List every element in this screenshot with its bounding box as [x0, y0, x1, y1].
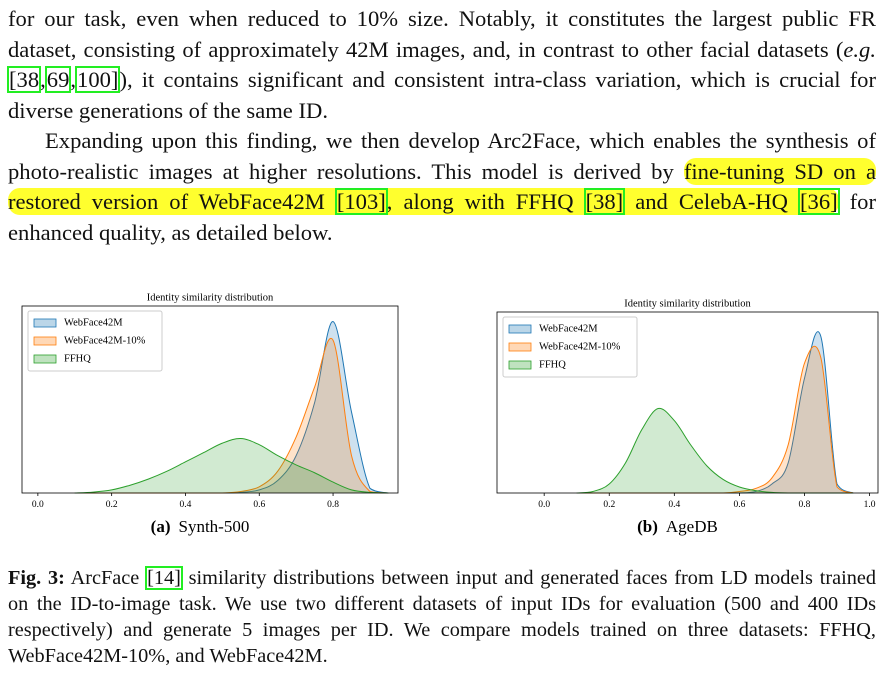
x-tick-label: 0.4	[180, 500, 192, 510]
legend-label: FFHQ	[64, 353, 91, 364]
subcaption-label: (a)	[151, 517, 171, 536]
density-area	[74, 338, 389, 493]
legend-box	[27, 310, 163, 372]
text-run: and CelebA-HQ	[624, 189, 799, 214]
emphasis: e.g.	[843, 36, 876, 62]
x-tick-label: 0.8	[799, 500, 811, 510]
citation: [103]	[334, 188, 388, 215]
subcaption-label: (b)	[637, 517, 658, 536]
chart: Identity similarity distribution 0.0 0.2 0.…	[496, 298, 879, 536]
density-area	[74, 321, 389, 493]
legend-label: FFHQ	[539, 359, 566, 370]
text-run: ), it contains significant and consisten…	[8, 67, 876, 123]
plot-frame	[496, 311, 879, 494]
density-area	[74, 438, 389, 493]
paragraph: Expanding upon this finding, we then dev…	[8, 126, 876, 248]
legend-label: WebFace42M	[539, 323, 598, 334]
legend-swatch	[33, 318, 57, 328]
text-run: for our task, even when reduced to 10% s…	[8, 6, 876, 62]
x-tick-label: 0.8	[327, 500, 339, 510]
chart: Identity similarity distribution 0.0 0.2 0.…	[21, 292, 399, 536]
legend-swatch	[33, 336, 57, 346]
plot-frame	[21, 305, 399, 494]
chart-title: Identity similarity distribution	[147, 292, 274, 303]
text-run: fine-tuning SD on a restored version of …	[8, 158, 876, 215]
x-tick-label: 0.2	[603, 500, 615, 510]
density-area	[576, 346, 854, 493]
legend-label: WebFace42M-10%	[64, 335, 146, 346]
legend-box	[502, 316, 638, 378]
text-run: Expanding upon this finding, we then dev…	[8, 128, 876, 184]
subcaption-text: Synth-500	[178, 517, 249, 536]
x-tick-label: 0.0	[32, 500, 44, 510]
legend-swatch	[508, 324, 532, 334]
x-tick-label: 0.0	[538, 500, 550, 510]
x-tick-label: 0.6	[253, 500, 265, 510]
legend-label: WebFace42M	[64, 317, 123, 328]
subcaption: (a) Synth-500	[151, 517, 250, 536]
legend-swatch	[33, 354, 57, 364]
body-text: for our task, even when reduced to 10% s…	[6, 4, 876, 248]
subcaption: (b) AgeDB	[637, 517, 718, 536]
density-line	[74, 437, 389, 494]
caption-label: Fig. 3:	[8, 567, 65, 589]
text-run: similarity distributions between input a…	[8, 567, 876, 667]
legend-swatch	[508, 342, 532, 352]
citation: [38]	[583, 188, 626, 215]
paragraph: for our task, even when reduced to 10% s…	[6, 4, 876, 126]
x-tick-label: 0.2	[106, 500, 118, 510]
citation: [36]	[798, 188, 840, 215]
citation: 100]	[75, 66, 121, 93]
text-run: for enhanced quality, as detailed below.	[8, 189, 876, 245]
x-tick-label: 0.4	[668, 500, 680, 510]
subcaption-text: AgeDB	[666, 517, 718, 536]
x-tick-label: 0.6	[733, 500, 745, 510]
citation: 69	[44, 66, 72, 93]
chart-title: Identity similarity distribution	[624, 298, 751, 309]
text-run: ,	[70, 67, 77, 92]
text-run: ,	[40, 67, 46, 92]
text-run: ArcFace	[64, 567, 147, 589]
x-tick-label: 1.0	[864, 500, 876, 510]
density-area	[576, 408, 854, 493]
legend-swatch	[508, 360, 532, 370]
legend-label: WebFace42M-10%	[539, 341, 621, 352]
figure-caption: Fig. 3: ArcFace [14] similarity distribu…	[8, 565, 876, 669]
citation: [38	[6, 66, 42, 93]
text-run: , along with FFHQ	[386, 189, 585, 214]
citation: [14]	[145, 566, 183, 590]
